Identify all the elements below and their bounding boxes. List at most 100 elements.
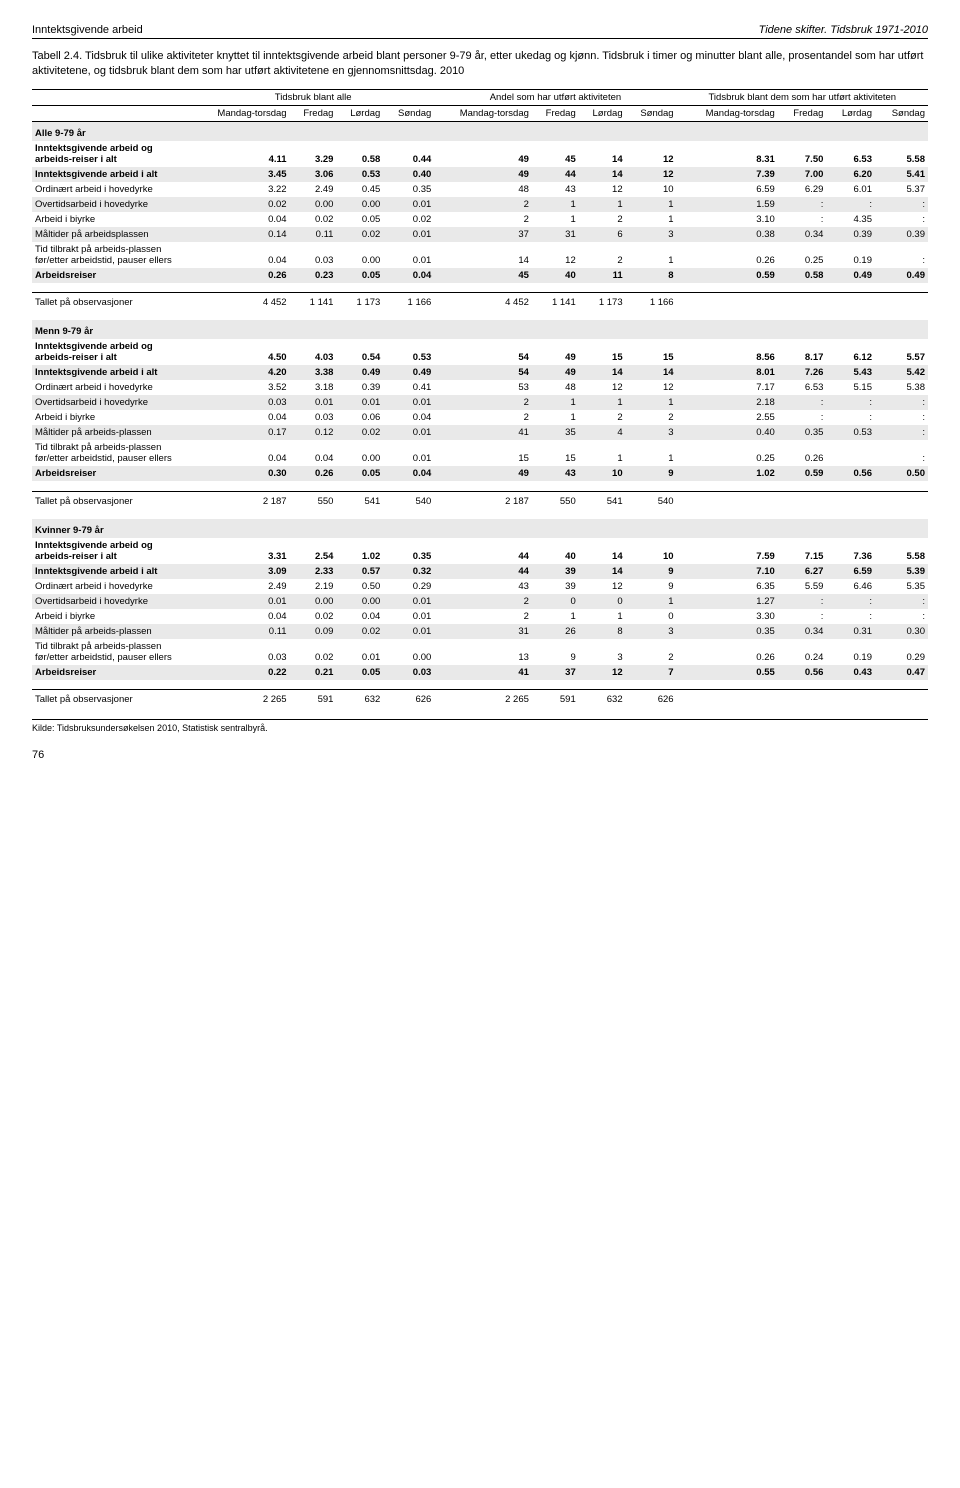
cell-value: 0.00 [383,639,434,665]
cell-value: 2 187 [434,491,532,509]
cell-value: 0.49 [875,268,928,283]
cell-value: 41 [434,425,532,440]
cell-value: 3 [626,624,677,639]
cell-value: : [778,410,827,425]
row-label: Arbeid i biyrke [32,410,192,425]
cell-value: 0.55 [677,665,778,680]
cell-value: : [875,594,928,609]
cell-value [677,320,778,339]
cell-value: 49 [434,466,532,481]
cell-value: 8.56 [677,339,778,365]
page-number: 76 [32,749,928,761]
cell-value: 8 [626,268,677,283]
cell-value: 0.19 [826,242,875,268]
cell-value: 5.35 [875,579,928,594]
cell-value: 0.26 [778,440,827,466]
cell-value: 0.01 [383,242,434,268]
cell-value [826,293,875,311]
cell-value: 0.02 [192,197,290,212]
cell-value: 0.24 [778,639,827,665]
column-header: Søndag [383,105,434,121]
cell-value: : [875,440,928,466]
cell-value: 1 [579,609,626,624]
cell-value: 1 [532,395,579,410]
cell-value: 12 [579,182,626,197]
cell-value: 0.01 [192,594,290,609]
cell-value: 37 [434,227,532,242]
cell-value: 2.33 [290,564,337,579]
cell-value: : [875,410,928,425]
header-left: Inntektsgivende arbeid [32,24,143,36]
cell-value: 5.15 [826,380,875,395]
cell-value: 591 [290,690,337,708]
cell-value: 540 [383,491,434,509]
cell-value: 626 [626,690,677,708]
cell-value [677,121,778,141]
cell-value: 0.50 [336,579,383,594]
cell-value: 1.02 [677,466,778,481]
cell-value: 14 [579,365,626,380]
cell-value: 0.40 [677,425,778,440]
cell-value [778,690,827,708]
cell-value [626,519,677,538]
cell-value: 6 [579,227,626,242]
cell-value: 1 [579,395,626,410]
column-header: Fredag [778,105,827,121]
cell-value: 0.01 [383,197,434,212]
cell-value: 0.04 [192,440,290,466]
cell-value: : [826,410,875,425]
cell-value: 0.53 [383,339,434,365]
cell-value: 2 [579,410,626,425]
cell-value: 2 [626,639,677,665]
cell-value [677,690,778,708]
cell-value: 0.03 [192,395,290,410]
cell-value: 0.00 [336,242,383,268]
cell-value: 0.32 [383,564,434,579]
cell-value: : [875,425,928,440]
cell-value: 1 [532,609,579,624]
group-header: Andel som har utført aktiviteten [434,89,676,105]
cell-value: 6.53 [778,380,827,395]
cell-value: 3.52 [192,380,290,395]
row-label: Inntektsgivende arbeid i alt [32,365,192,380]
cell-value: 0.04 [192,212,290,227]
cell-value: 26 [532,624,579,639]
cell-value: 3 [626,227,677,242]
cell-value: 45 [434,268,532,283]
cell-value: 0 [626,609,677,624]
row-label: Måltider på arbeidsplassen [32,227,192,242]
group-header: Tidsbruk blant alle [192,89,434,105]
cell-value [336,320,383,339]
cell-value: 2 [434,410,532,425]
cell-value: 14 [579,538,626,564]
cell-value: 9 [626,579,677,594]
cell-value [626,320,677,339]
cell-value: 0.02 [336,425,383,440]
cell-value: 7.10 [677,564,778,579]
cell-value [875,491,928,509]
column-header: Fredag [532,105,579,121]
cell-value: 2.18 [677,395,778,410]
row-label: Inntektsgivende arbeid og arbeids-reiser… [32,538,192,564]
cell-value: 13 [434,639,532,665]
cell-value: 0.35 [383,538,434,564]
cell-value: 1 [626,395,677,410]
cell-value: 8 [579,624,626,639]
cell-value: 2 [434,395,532,410]
cell-value: 48 [434,182,532,197]
cell-value: 2 265 [434,690,532,708]
cell-value: 5.58 [875,538,928,564]
cell-value: 3.10 [677,212,778,227]
cell-value: 0.34 [778,227,827,242]
row-label: Arbeid i biyrke [32,609,192,624]
cell-value: 0 [532,594,579,609]
row-label: Måltider på arbeids-plassen [32,425,192,440]
cell-value: 0.06 [336,410,383,425]
row-label: Menn 9-79 år [32,320,192,339]
cell-value: : [875,197,928,212]
cell-value: 7 [626,665,677,680]
cell-value: 49 [532,365,579,380]
cell-value: 5.37 [875,182,928,197]
row-label: Tid tilbrakt på arbeids-plassen før/ette… [32,639,192,665]
cell-value: 0.01 [383,395,434,410]
